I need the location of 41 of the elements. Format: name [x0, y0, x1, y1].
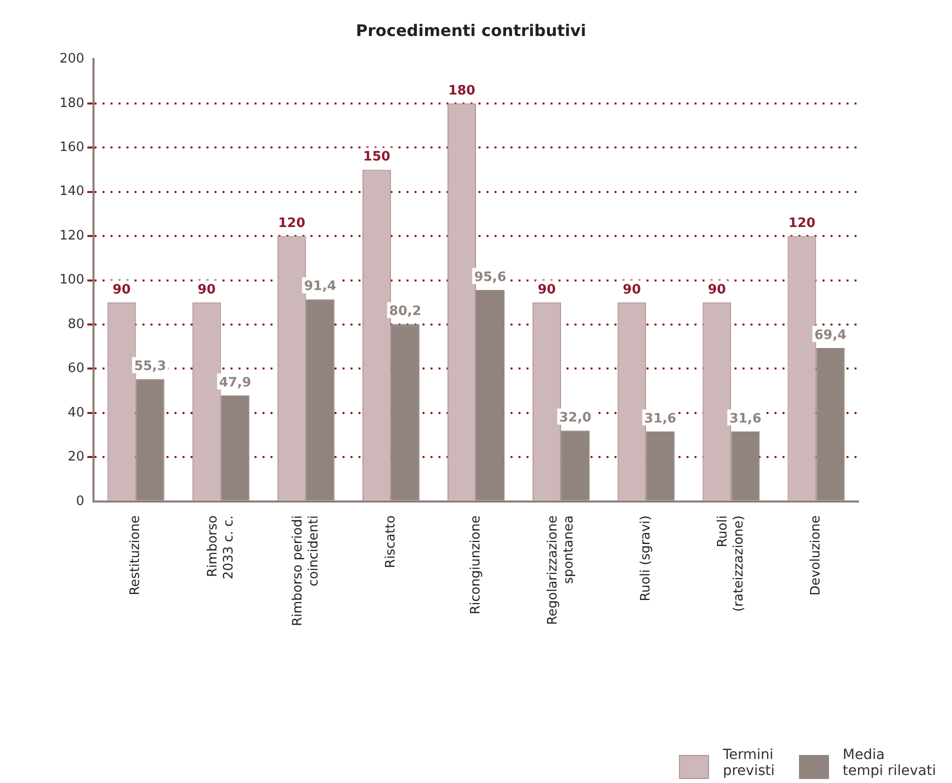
x-tick-label: Ruoli (rateizzazione) — [715, 515, 746, 612]
x-tick-label: Restituzione — [128, 515, 144, 596]
y-tick-label: 100 — [60, 272, 84, 288]
data-label: 150 — [363, 150, 390, 165]
x-tick-label: Rimborso periodi coincidenti — [290, 515, 322, 626]
y-tick-label: 180 — [60, 96, 84, 111]
data-label: 90 — [112, 282, 131, 298]
y-tick-label: 20 — [68, 450, 84, 465]
data-label: 120 — [278, 216, 306, 231]
data-label: 90 — [708, 282, 726, 298]
y-tick-label: 120 — [60, 228, 84, 244]
y-tick-label: 0 — [76, 494, 84, 509]
data-label: 32,0 — [559, 410, 592, 426]
data-label: 95,6 — [474, 270, 506, 285]
data-label: 55,3 — [134, 359, 166, 374]
y-tick-label: 140 — [60, 184, 84, 200]
x-tick-label: Ricongiunzione — [468, 515, 484, 614]
x-tick-label: Rimborso 2033 c. c. — [205, 515, 236, 580]
data-label: 31,6 — [729, 411, 762, 426]
data-label: 47,9 — [219, 375, 252, 390]
data-label: 91,4 — [304, 279, 336, 294]
legend-label: Media tempi rilevati — [842, 747, 936, 779]
x-tick-label: Ruoli (sgravi) — [638, 515, 654, 602]
x-tick-label: Regolarizzazione spontanea — [545, 515, 576, 625]
y-tick-label: 80 — [68, 316, 84, 332]
y-tick-label: 160 — [60, 140, 84, 156]
data-label: 80,2 — [389, 304, 422, 319]
x-tick-label: Devoluzione — [808, 515, 824, 596]
y-tick-label: 60 — [68, 361, 84, 376]
data-label: 120 — [788, 216, 816, 231]
x-tick-label: Riscatto — [383, 515, 398, 568]
y-tick-label: 200 — [60, 52, 84, 67]
data-label: 69,4 — [814, 328, 846, 343]
data-label: 90 — [198, 282, 216, 298]
data-label: 31,6 — [644, 411, 676, 426]
data-label: 90 — [622, 282, 641, 298]
y-tick-label: 40 — [68, 405, 84, 420]
legend-label: Termini previsti — [722, 747, 775, 779]
data-label: 90 — [538, 282, 556, 298]
data-label: 180 — [448, 83, 476, 98]
chart-title: Procedimenti contributivi — [356, 20, 586, 40]
